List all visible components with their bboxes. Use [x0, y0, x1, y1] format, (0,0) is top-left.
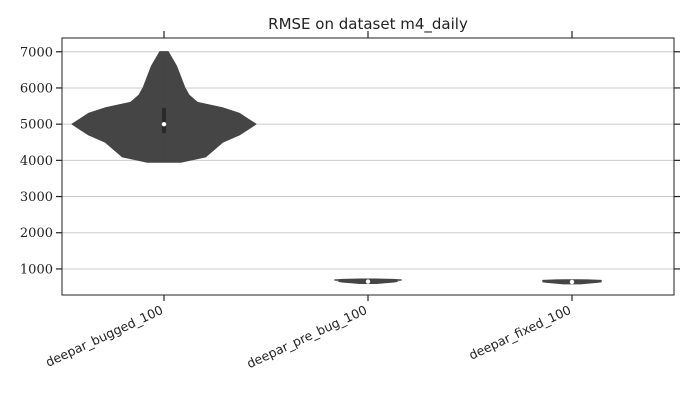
- y-tick-label: 4000: [20, 154, 53, 169]
- violin-layer: [71, 51, 602, 285]
- y-tick-label: 3000: [20, 190, 53, 205]
- y-tick-label: 5000: [20, 118, 53, 133]
- violin-median-point: [161, 121, 167, 127]
- violin-median-point: [569, 279, 575, 285]
- y-tick-label: 6000: [20, 81, 53, 96]
- y-tick-label: 2000: [20, 226, 53, 241]
- violin-median-point: [365, 279, 371, 284]
- chart-title: RMSE on dataset m4_daily: [268, 15, 468, 34]
- y-tick-label: 7000: [20, 45, 53, 60]
- y-tick-label: 1000: [20, 262, 53, 277]
